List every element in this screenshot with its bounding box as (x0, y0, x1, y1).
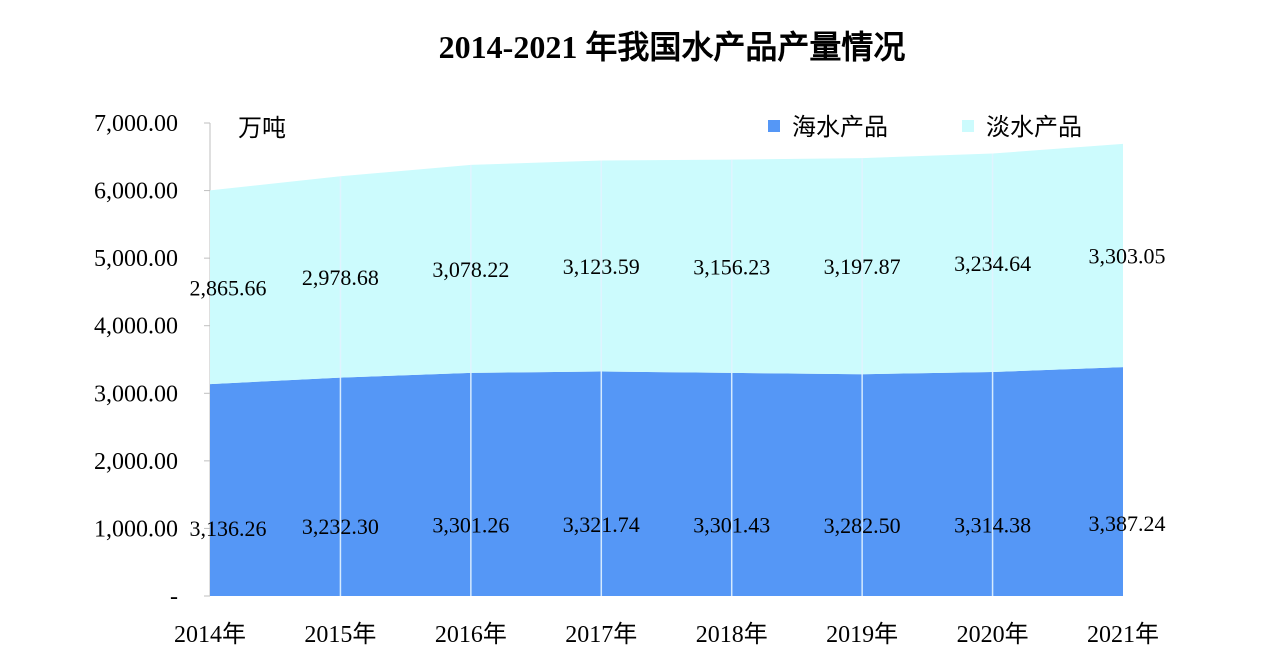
data-label: 3,387.24 (1089, 511, 1166, 536)
x-tick-label: 2020年 (957, 621, 1029, 648)
unit-label: 万吨 (238, 114, 286, 142)
legend-label: 淡水产品 (986, 113, 1082, 141)
data-label: 3,156.23 (693, 254, 770, 279)
data-label: 3,321.74 (563, 512, 640, 537)
legend: 海水产品 淡水产品 (768, 113, 1082, 141)
y-tick-label: 6,000.00 (94, 179, 178, 205)
data-label: 3,234.64 (954, 251, 1031, 276)
x-tick-label: 2021年 (1087, 621, 1159, 648)
x-tick-label: 2014年 (174, 621, 246, 648)
data-label: 3,314.38 (954, 512, 1031, 537)
x-tick-label: 2015年 (304, 621, 376, 648)
x-tick-label: 2018年 (696, 621, 768, 648)
x-tick-label: 2019年 (826, 621, 898, 648)
data-label: 2,978.68 (302, 265, 379, 290)
y-tick-label: 7,000.00 (94, 111, 178, 137)
y-tick-label: 2,000.00 (94, 449, 178, 475)
data-label: 3,282.50 (824, 513, 901, 538)
stacked-areas (210, 143, 1123, 596)
y-tick-label: 1,000.00 (94, 516, 178, 542)
area-series-2 (210, 143, 1123, 385)
y-tick-label: 3,000.00 (94, 381, 178, 407)
x-axis: 2014年 2015年 2016年 2017年 2018年 2019年 2020年 2021年 (174, 621, 1159, 648)
x-tick-label: 2016年 (435, 621, 507, 648)
x-tick-label: 2017年 (565, 621, 637, 648)
data-label: 3,301.26 (432, 513, 509, 538)
legend-label: 海水产品 (792, 113, 888, 141)
legend-swatch (768, 120, 780, 132)
data-label: 3,123.59 (563, 254, 640, 279)
y-tick-label: 4,000.00 (94, 314, 178, 340)
y-axis: - 1,000.00 2,000.00 3,000.00 4,000.00 5,000.0… (94, 111, 211, 610)
data-label: 3,136.26 (190, 516, 267, 541)
chart-title: 2014-2021 年我国水产品产量情况 (439, 29, 906, 65)
data-label: 3,197.87 (824, 254, 901, 279)
data-label: 2,865.66 (190, 275, 267, 300)
y-tick-label: 5,000.00 (94, 246, 178, 272)
data-label: 3,303.05 (1089, 244, 1166, 269)
data-label: 3,301.43 (693, 513, 770, 538)
data-label: 3,078.22 (432, 257, 509, 282)
y-tick-label: - (170, 584, 178, 610)
area-series-1 (210, 367, 1123, 596)
data-label: 3,232.30 (302, 514, 379, 539)
data-labels: 3,136.26 3,232.30 3,301.26 3,321.74 3,301.43… (190, 244, 1166, 542)
legend-swatch (962, 120, 974, 132)
